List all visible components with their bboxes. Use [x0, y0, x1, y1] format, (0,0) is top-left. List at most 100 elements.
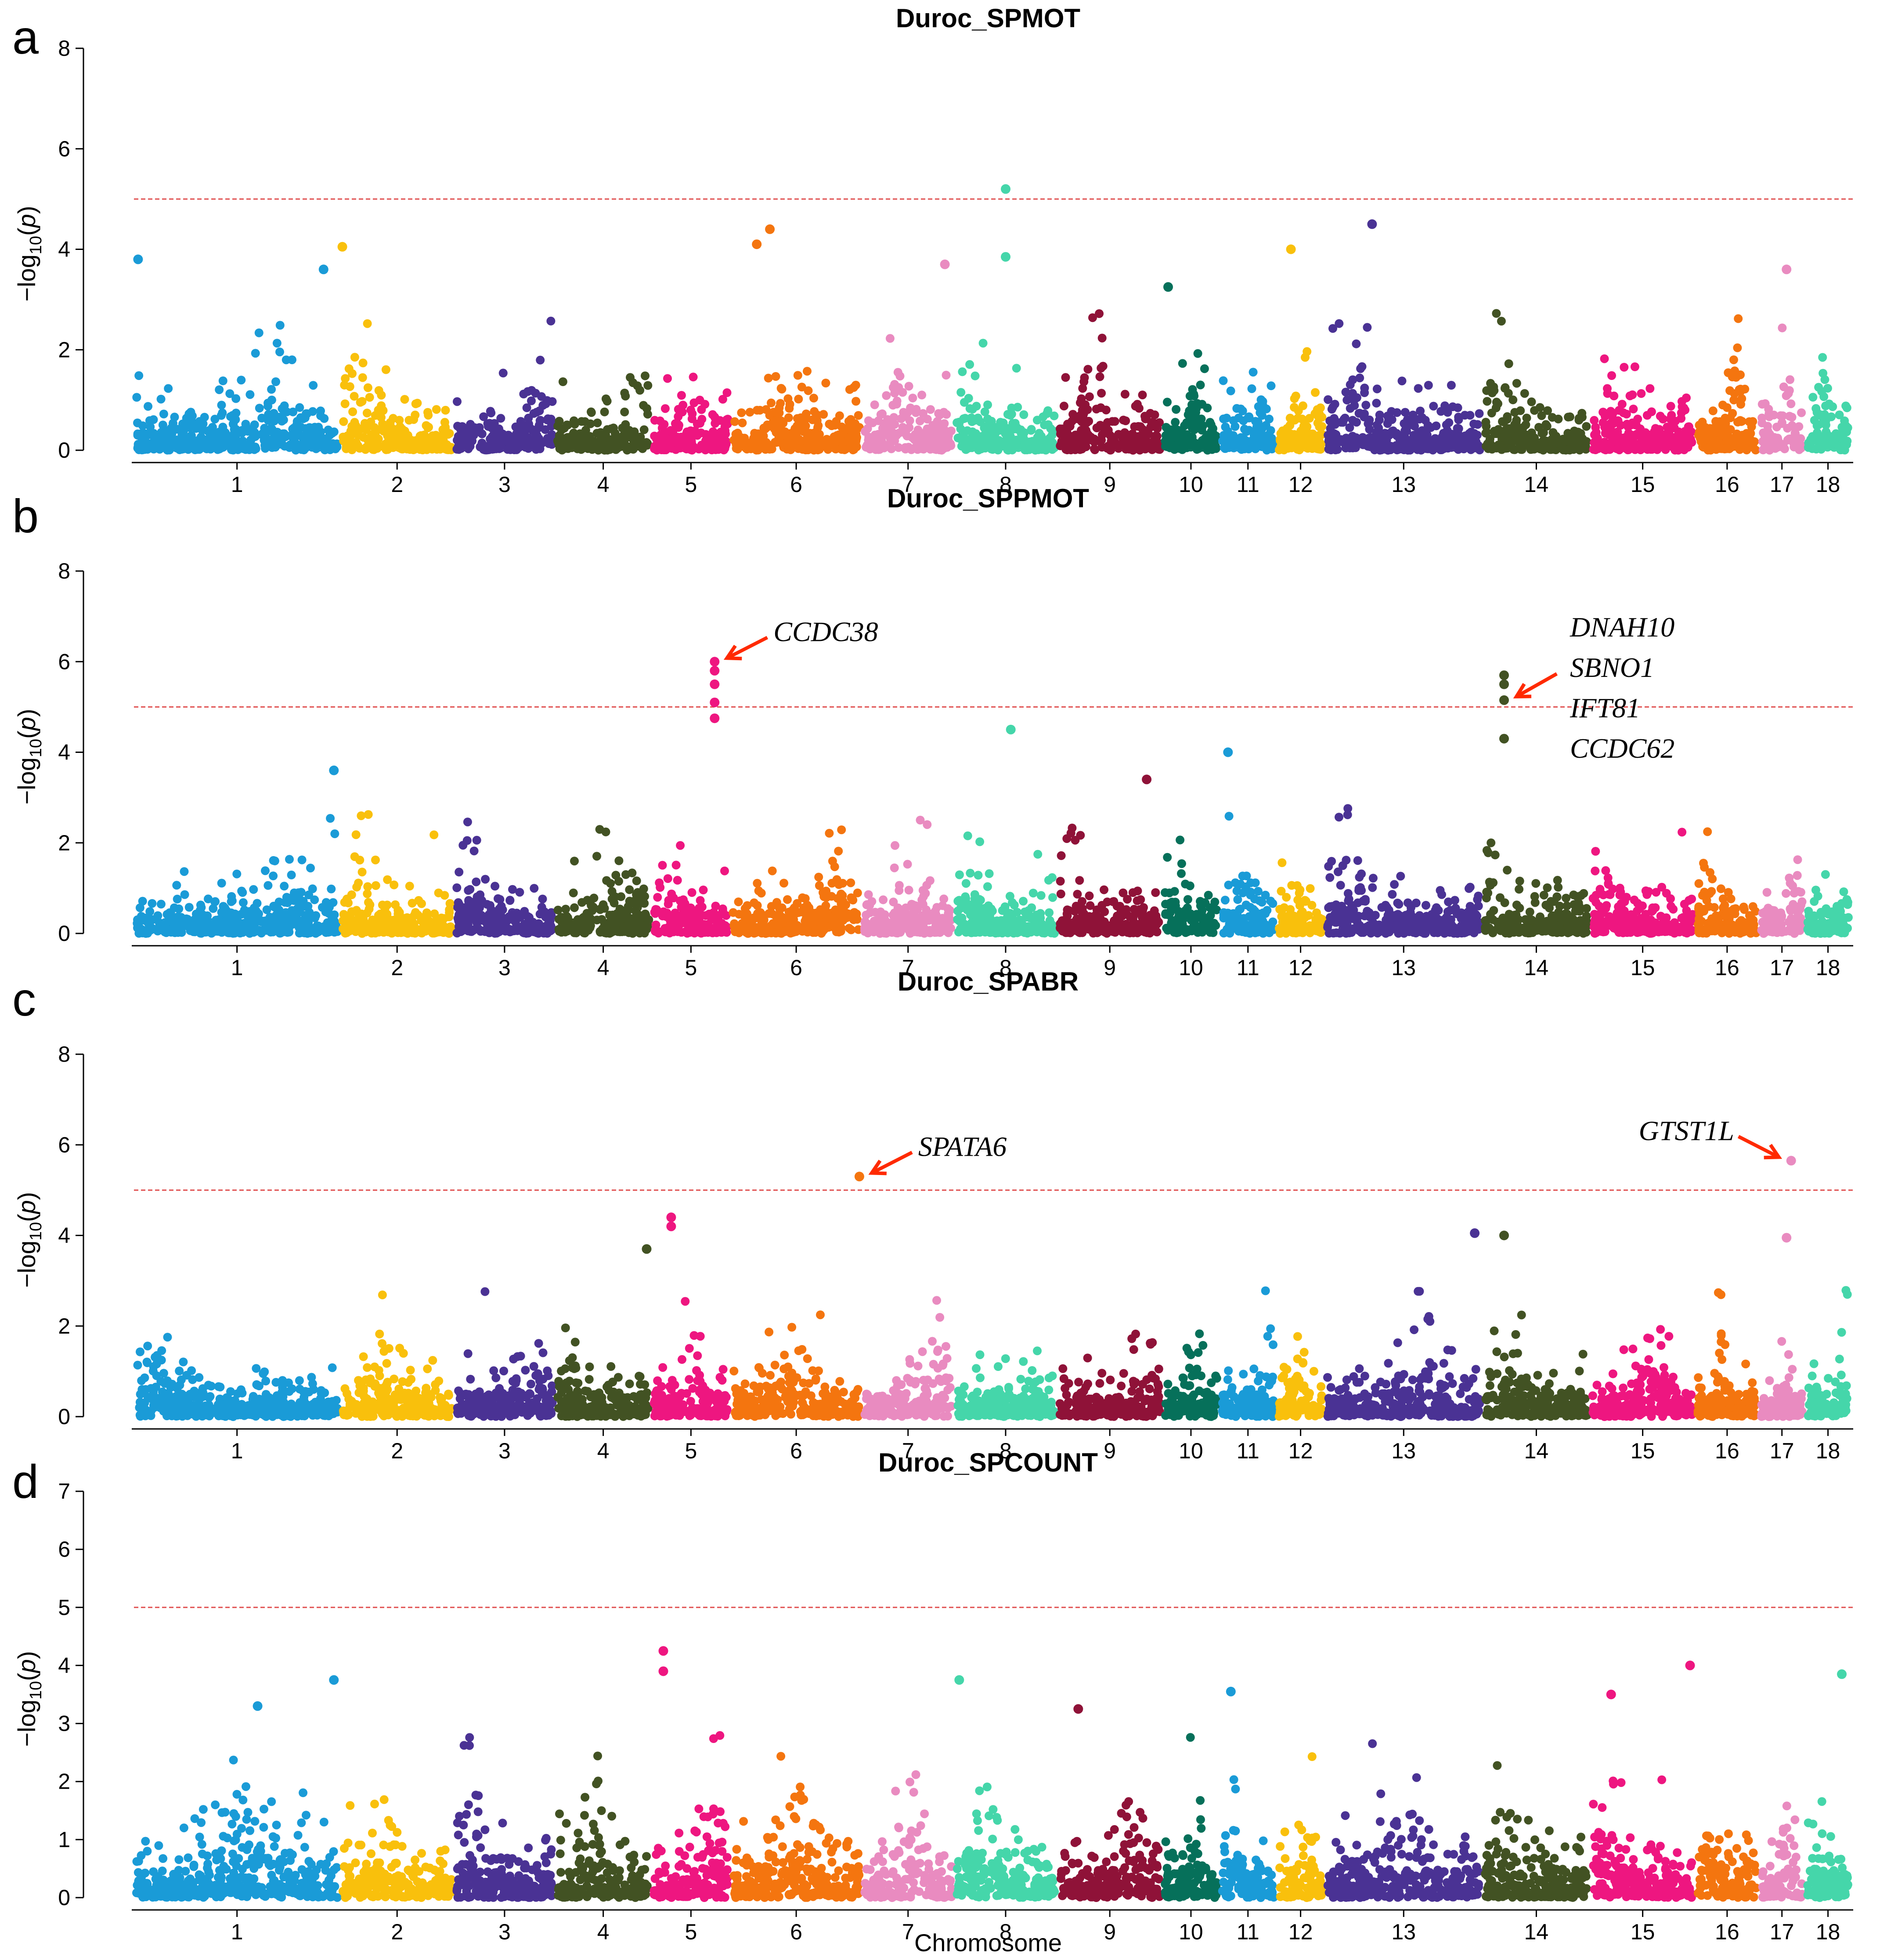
snp-point	[320, 438, 329, 447]
snp-point	[609, 424, 618, 434]
snp-point	[1189, 390, 1198, 399]
snp-point	[1714, 423, 1723, 433]
y-tick-label: 4	[58, 740, 70, 765]
snp-point	[1110, 417, 1119, 426]
snp-point	[1613, 444, 1623, 453]
snp-point	[632, 876, 641, 886]
snp-point	[1355, 373, 1364, 383]
snp-point	[347, 445, 357, 454]
snp-point	[1777, 419, 1786, 428]
snp-point	[679, 895, 688, 904]
snp-point	[1301, 353, 1310, 362]
snp-peak-point	[318, 264, 328, 275]
snp-point	[1406, 445, 1415, 455]
snp-point	[1447, 381, 1456, 390]
snp-point	[1313, 405, 1322, 414]
snp-point	[1677, 409, 1686, 417]
snp-point	[1454, 412, 1463, 422]
snp-point	[225, 389, 235, 398]
snp-point	[687, 438, 696, 448]
snp-point	[660, 404, 670, 413]
snp-point	[494, 424, 503, 434]
snp-point	[481, 875, 490, 884]
snp-point	[1527, 428, 1536, 438]
snp-point	[598, 441, 607, 450]
snp-point	[330, 829, 339, 839]
snp-point	[701, 445, 710, 455]
snp-point	[227, 908, 236, 918]
snp-point	[1247, 384, 1256, 393]
snp-point	[985, 423, 994, 432]
snp-point	[1092, 405, 1101, 414]
snp-point	[466, 419, 475, 429]
chromosome-label: 11	[1237, 955, 1259, 980]
snp-point	[793, 371, 802, 380]
snp-point	[372, 438, 382, 447]
snp-point	[486, 407, 495, 416]
snp-point	[1372, 384, 1382, 394]
snp-point	[531, 445, 541, 454]
snp-point	[312, 435, 321, 444]
snp-point	[923, 441, 932, 450]
chromosome-label: 7	[902, 472, 914, 497]
snp-point	[1075, 398, 1085, 407]
snp-point	[537, 392, 546, 401]
snp-point	[1724, 437, 1733, 446]
snp-point	[1001, 436, 1010, 445]
snp-point	[249, 885, 258, 894]
snp-point	[536, 416, 545, 425]
snp-point	[1308, 444, 1317, 453]
snp-point	[1221, 422, 1230, 431]
snp-point	[965, 360, 974, 369]
snp-point	[588, 906, 597, 915]
snp-point	[1189, 415, 1198, 424]
snp-point	[1677, 444, 1686, 453]
snp-point	[270, 856, 279, 865]
chromosome-label: 16	[1715, 472, 1739, 497]
snp-point	[1448, 402, 1458, 411]
snp-point	[753, 879, 762, 888]
snp-point	[1465, 411, 1475, 420]
snp-point	[383, 875, 392, 884]
snp-point	[275, 347, 284, 357]
snp-point	[689, 372, 698, 382]
snp-point	[1817, 445, 1826, 454]
snp-point	[794, 394, 803, 404]
snp-point	[963, 426, 972, 435]
snp-point	[626, 373, 635, 382]
snp-point	[350, 852, 359, 861]
snp-point	[592, 852, 601, 861]
snp-point	[505, 896, 515, 905]
snp-point	[1182, 443, 1191, 452]
snp-point	[1783, 389, 1792, 398]
snp-point	[1814, 383, 1823, 392]
snp-point	[432, 405, 441, 414]
snp-point	[339, 417, 348, 426]
snp-point	[1739, 435, 1749, 444]
snp-point	[292, 420, 301, 429]
snp-point	[1748, 417, 1757, 426]
snp-point	[797, 383, 806, 392]
chromosome-label: 17	[1770, 955, 1794, 980]
chromosome-label: 15	[1631, 472, 1655, 497]
snp-point	[476, 890, 485, 899]
snp-point	[771, 372, 780, 381]
snp-point	[718, 394, 727, 404]
snp-point	[777, 425, 786, 434]
snp-point	[1734, 314, 1743, 323]
snp-point	[721, 437, 730, 446]
snp-point	[196, 929, 205, 938]
snp-point	[674, 412, 683, 421]
snp-point	[405, 882, 414, 891]
snp-point	[770, 438, 779, 447]
snp-point	[1080, 373, 1089, 382]
chromosome-label: 9	[1104, 955, 1116, 980]
chromosome-label: 13	[1391, 472, 1416, 497]
snp-point	[1090, 438, 1099, 447]
snp-point	[1483, 397, 1492, 406]
snp-point	[260, 423, 269, 433]
snp-point	[184, 903, 194, 912]
snp-point	[1771, 441, 1780, 451]
snp-point	[187, 431, 196, 440]
snp-point	[686, 426, 695, 435]
